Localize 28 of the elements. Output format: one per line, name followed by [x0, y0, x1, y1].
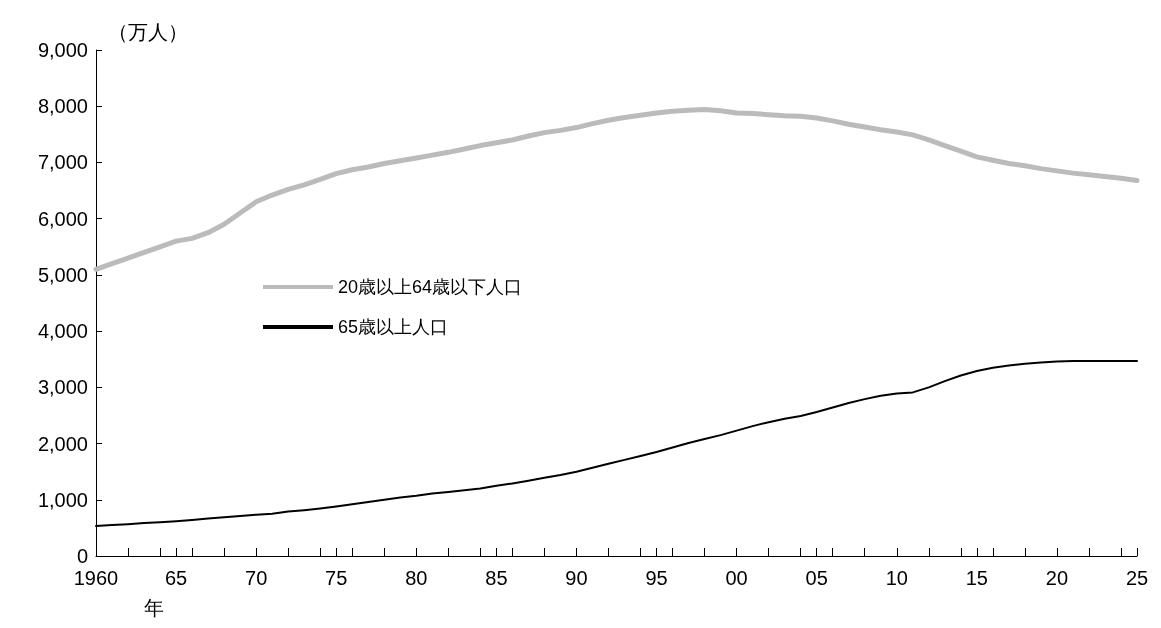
y-tick-label: 9,000 [37, 39, 88, 61]
y-tick-label: 5,000 [37, 263, 88, 286]
x-tick-label: 80 [405, 567, 428, 589]
x-tick-label: 15 [965, 567, 988, 589]
y-tick-label: 2,000 [37, 432, 88, 455]
x-tick-label: 85 [485, 567, 508, 589]
legend-label: 65歳以上人口 [338, 317, 449, 337]
x-tick-label: 95 [645, 567, 668, 589]
x-axis-title: 年 [144, 597, 164, 619]
x-tick-label: 20 [1045, 567, 1069, 589]
x-tick-label: 70 [245, 567, 268, 589]
y-tick-label: 6,000 [37, 207, 88, 230]
x-tick-label: 05 [805, 567, 828, 589]
x-tick-label: 1960 [73, 567, 119, 589]
y-tick-label: 0 [76, 545, 88, 567]
x-tick-label: 25 [1125, 567, 1149, 589]
x-tick-label: 90 [565, 567, 588, 589]
x-tick-label: 00 [725, 567, 748, 589]
y-tick-label: 4,000 [37, 320, 88, 343]
legend-label: 20歳以上64歳以下人口 [338, 277, 523, 297]
x-tick-label: 10 [885, 567, 908, 589]
x-tick-label: 65 [164, 567, 188, 589]
x-tick-label: 75 [325, 567, 348, 589]
y-tick-label: 7,000 [37, 151, 88, 174]
y-axis-title: （万人） [108, 21, 188, 43]
y-tick-label: 8,000 [37, 95, 88, 118]
y-tick-label: 1,000 [37, 488, 88, 511]
y-tick-label: 3,000 [37, 376, 88, 399]
